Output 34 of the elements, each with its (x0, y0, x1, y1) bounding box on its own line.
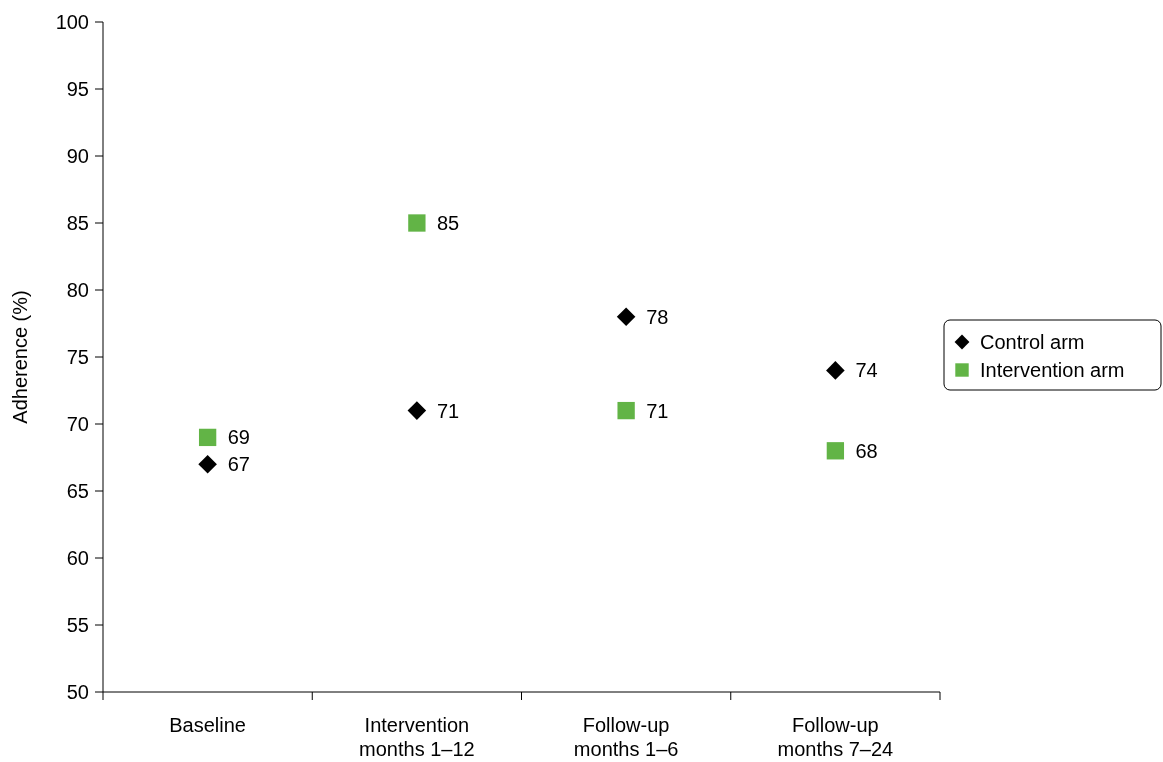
point (407, 401, 427, 420)
legend-label: Control arm (980, 331, 1085, 353)
data-label: 85 (436, 212, 460, 234)
point (826, 361, 845, 380)
y-tick-label: 60 (66, 547, 89, 569)
data-label: 71 (436, 399, 460, 422)
point (616, 307, 636, 327)
point (198, 454, 217, 474)
point (198, 428, 217, 447)
data-label: 71 (646, 399, 669, 422)
x-tick-label: Follow-up months 1–6 (573, 714, 679, 760)
y-tick-label: 70 (66, 413, 89, 435)
y-tick-label: 75 (66, 346, 89, 368)
data-label: 78 (646, 305, 669, 328)
data-label: 68 (855, 439, 878, 462)
y-tick-label: 100 (55, 11, 89, 33)
y-tick-label: 95 (66, 78, 89, 100)
point (617, 401, 635, 420)
data-label: 69 (227, 426, 250, 449)
data-label: 67 (227, 453, 250, 476)
y-axis-title: Adherence (%) (9, 290, 31, 424)
point (826, 442, 845, 460)
y-tick-label: 65 (66, 480, 89, 502)
x-tick-label: Baseline (169, 714, 246, 736)
data-label: 74 (855, 359, 878, 382)
x-tick-label: Intervention months 1–12 (359, 714, 475, 760)
x-tick-label: Follow-up months 7–24 (777, 714, 894, 760)
y-tick-label: 85 (66, 212, 89, 234)
point (408, 214, 426, 232)
y-tick-label: 55 (66, 614, 89, 636)
y-tick-label: 80 (66, 279, 89, 301)
y-tick-label: 90 (66, 145, 89, 167)
y-tick-label: 50 (66, 681, 89, 703)
legend-label: Intervention arm (980, 359, 1125, 381)
